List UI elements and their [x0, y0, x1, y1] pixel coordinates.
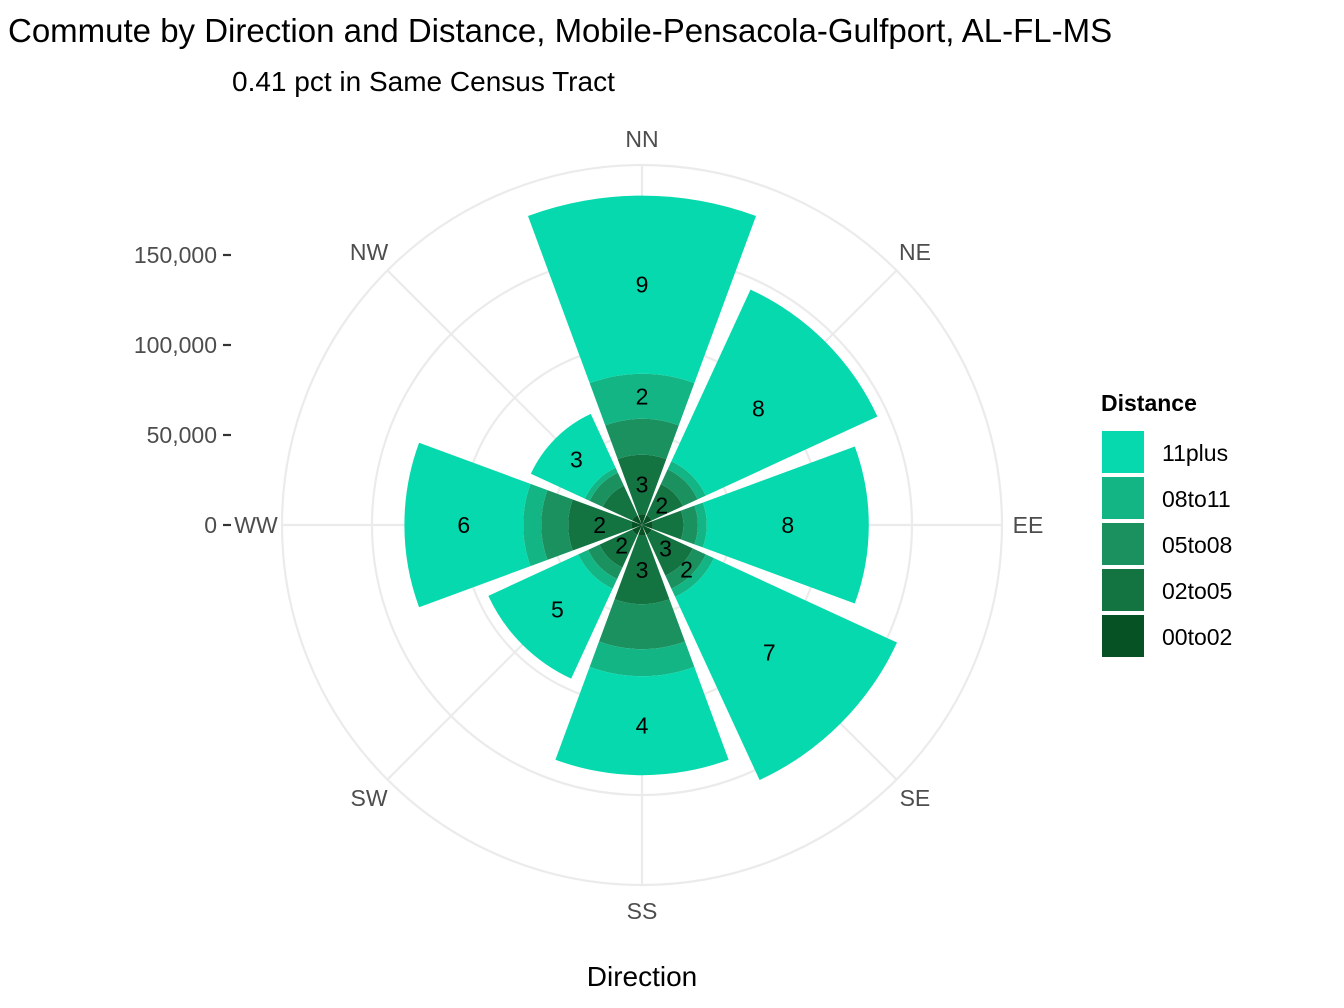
bar-segment-nn-08to11	[589, 373, 695, 426]
segment-label: 8	[752, 396, 765, 422]
bar-segment-ee-11plus	[702, 446, 869, 604]
bar-segment-ss-02to05	[614, 535, 670, 605]
segment-label: 7	[763, 639, 776, 665]
y-tick-label: 150,000	[134, 242, 217, 268]
bar-segment-se-00to02	[642, 525, 652, 535]
y-tick-label: 100,000	[134, 332, 217, 358]
legend-swatch-02to05	[1102, 569, 1144, 611]
segment-label: 3	[636, 472, 649, 498]
segment-label: 9	[636, 272, 649, 298]
bar-segment-ne-11plus	[671, 289, 878, 496]
bar-segment-se-05to08	[665, 548, 706, 589]
legend-swatch-00to02	[1102, 615, 1144, 657]
direction-label-nn: NN	[625, 126, 658, 152]
segment-label: 2	[593, 512, 606, 538]
segment-label: 2	[636, 383, 649, 409]
segment-label: 3	[636, 557, 649, 583]
bar-segment-ww-11plus	[404, 442, 531, 608]
chart-title: Commute by Direction and Distance, Mobil…	[8, 12, 1112, 49]
direction-labels: NN NE EE SE SS SW WW NW	[234, 126, 1043, 924]
legend-label-08to11: 08to11	[1162, 486, 1231, 512]
bar-segment-sw-11plus	[488, 554, 613, 679]
bar-segment-ss-00to02	[638, 525, 646, 536]
bar-segment-nw-08to11	[584, 467, 618, 501]
legend-label-00to02: 00to02	[1162, 624, 1232, 650]
bar-segment-nn-02to05	[617, 454, 667, 515]
bar-segment-nn-05to08	[605, 418, 679, 460]
bar-segment-ne-02to05	[646, 484, 683, 521]
bar-segment-sw-00to02	[632, 525, 642, 535]
segment-label: 4	[636, 713, 649, 739]
bar-segment-ww-08to11	[523, 483, 548, 567]
bar-segment-ww-00to02	[631, 521, 642, 529]
bar-segment-se-08to11	[671, 554, 714, 597]
direction-label-ee: EE	[1013, 512, 1044, 538]
legend-label-11plus: 11plus	[1162, 440, 1228, 466]
segment-label: 5	[551, 597, 564, 623]
bar-segment-nw-11plus	[530, 413, 616, 499]
bar-segment-nw-02to05	[602, 485, 638, 521]
bar-segment-sw-02to05	[599, 529, 638, 568]
segment-label: 2	[615, 532, 628, 558]
bar-segment-se-02to05	[646, 529, 693, 576]
bar-segment-nn-11plus	[527, 195, 757, 384]
x-axis-title: Direction	[587, 961, 697, 992]
bar-segment-ne-08to11	[667, 461, 706, 500]
y-axis: 0 50,000 100,000 150,000	[134, 242, 231, 538]
bar-segment-nn-00to02	[638, 514, 646, 525]
bars	[404, 195, 898, 781]
bar-segment-sw-08to11	[578, 549, 618, 589]
direction-label-ne: NE	[899, 239, 931, 265]
bar-segment-se-11plus	[675, 558, 898, 781]
bar-segment-ne-05to08	[660, 469, 698, 507]
legend-title: Distance	[1101, 390, 1197, 416]
bar-segment-nw-00to02	[632, 515, 642, 525]
legend: Distance 11plus 08to11 05to08 02to05 00to02	[1101, 390, 1232, 657]
y-tick-label: 0	[204, 512, 217, 538]
bar-segment-ww-02to05	[568, 499, 632, 551]
segment-label: 3	[659, 536, 672, 562]
legend-swatch-05to08	[1102, 523, 1144, 565]
legend-swatch-08to11	[1102, 477, 1144, 519]
direction-label-ss: SS	[627, 898, 658, 924]
legend-label-02to05: 02to05	[1162, 578, 1232, 604]
bar-segment-ee-08to11	[694, 502, 707, 548]
segment-label: 2	[680, 557, 693, 583]
segment-label: 3	[570, 446, 583, 472]
bar-segment-ee-02to05	[652, 510, 684, 540]
segment-label: 6	[457, 512, 470, 538]
y-tick-label: 50,000	[147, 422, 217, 448]
bar-segment-ne-00to02	[642, 515, 652, 525]
segment-label: 2	[655, 492, 668, 518]
bar-segment-ss-11plus	[555, 666, 729, 776]
direction-label-sw: SW	[351, 785, 388, 811]
direction-label-nw: NW	[350, 239, 389, 265]
bar-segment-ee-00to02	[642, 521, 653, 529]
direction-label-se: SE	[900, 785, 931, 811]
legend-label-05to08: 05to08	[1162, 532, 1232, 558]
chart-subtitle: 0.41 pct in Same Census Tract	[232, 66, 615, 97]
legend-swatch-11plus	[1102, 431, 1144, 473]
bar-segment-ss-05to08	[599, 599, 685, 650]
segment-label: 8	[781, 512, 794, 538]
bar-segment-sw-05to08	[588, 544, 623, 579]
direction-label-ww: WW	[234, 512, 278, 538]
bar-segment-ss-08to11	[589, 641, 695, 677]
bar-segment-nw-05to08	[589, 472, 624, 507]
bar-segment-ww-05to08	[541, 490, 573, 560]
bar-segment-ee-05to08	[680, 505, 698, 545]
